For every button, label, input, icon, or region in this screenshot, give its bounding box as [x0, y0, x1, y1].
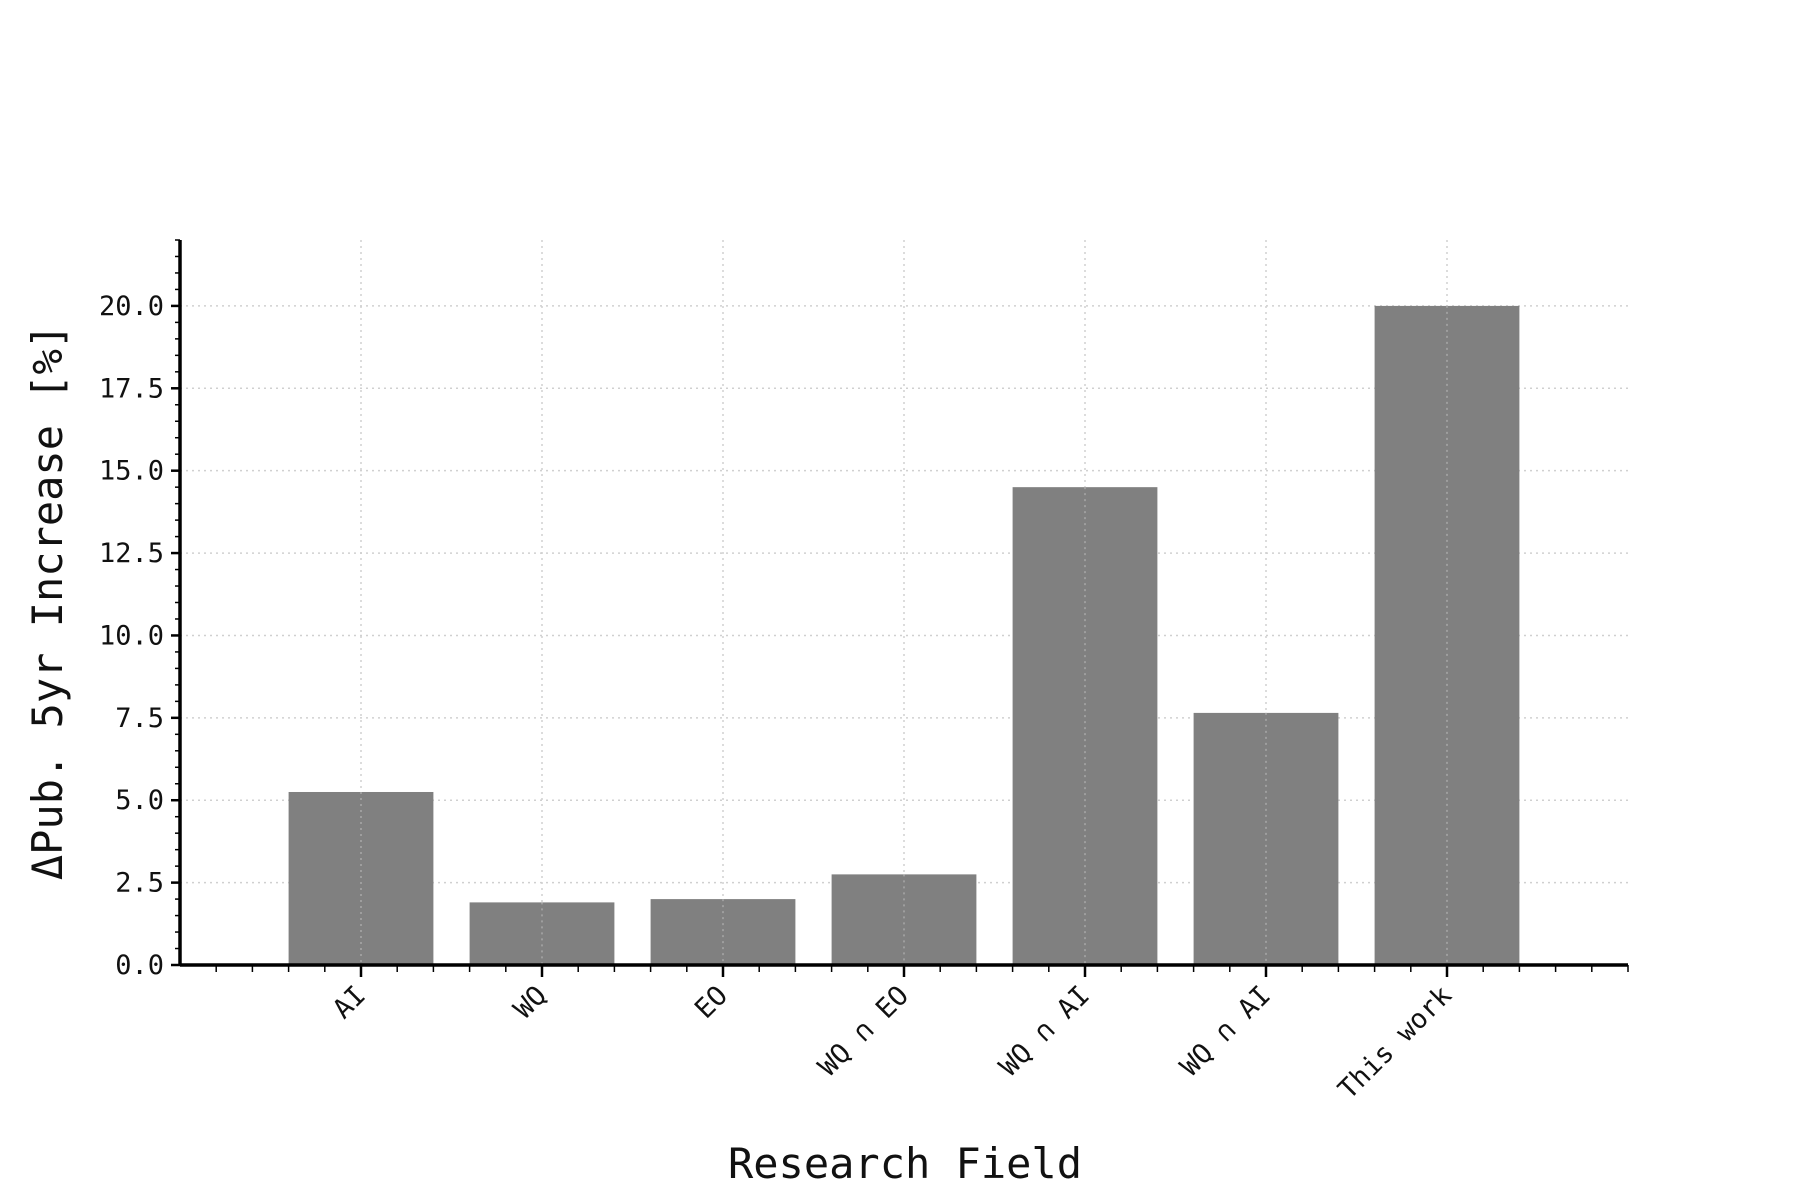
bar-5 [1012, 487, 1158, 965]
bars [288, 305, 1520, 966]
y-tick-label: 0.0 [115, 950, 164, 981]
y-tick-label: 17.5 [99, 373, 164, 404]
tick-labels: 0.0 2.5 5.0 7.5 10.0 12.5 15.0 17.5 20.0 AI WQ EO WQ… [99, 291, 1458, 1105]
y-tick-label: 7.5 [115, 703, 164, 734]
x-tick-label: AI [327, 980, 372, 1025]
x-tick-label: WQ ∩ AI [1175, 980, 1277, 1082]
y-tick-label: 20.0 [99, 291, 164, 322]
bar-3 [650, 899, 796, 965]
y-tick-label: 10.0 [99, 620, 164, 651]
x-tick-label: WQ ∩ EO [813, 980, 915, 1082]
bar-7 [1374, 305, 1520, 966]
y-tick-label: 15.0 [99, 456, 164, 487]
x-tick-label: This work [1333, 980, 1458, 1105]
x-tick-label: WQ ∩ AI [994, 980, 1096, 1082]
x-tick-label: EO [689, 980, 734, 1025]
bar-4 [831, 874, 977, 965]
y-tick-label: 2.5 [115, 868, 164, 899]
axes [171, 239, 1629, 977]
x-tick-label: WQ [508, 980, 553, 1025]
x-axis-label: Research Field [728, 1139, 1082, 1188]
y-tick-label: 5.0 [115, 785, 164, 816]
y-axis-label: ΔPub. 5yr Increase [%] [23, 324, 72, 880]
y-tick-label: 12.5 [99, 538, 164, 569]
